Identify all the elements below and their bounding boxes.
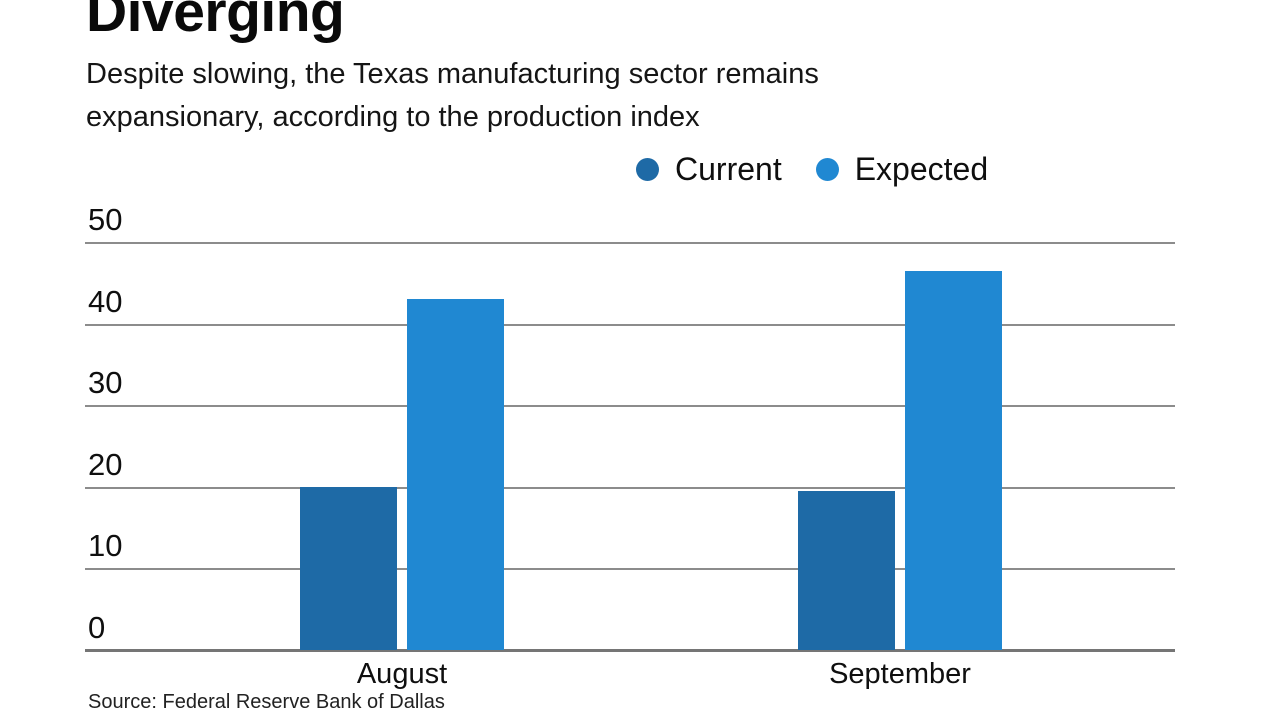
- bar-september-current: [798, 490, 895, 650]
- x-axis-label-august: August: [356, 658, 448, 690]
- y-axis-tick-20: 20: [88, 446, 123, 482]
- source-note: Source: Federal Reserve Bank of Dallas: [88, 691, 445, 713]
- legend-item-expected: Expected: [815, 151, 989, 188]
- chart-subtitle-line1: Despite slowing, the Texas manufacturing…: [86, 58, 819, 90]
- chart-title: Diverging: [86, 0, 345, 44]
- gridline-y-40: [85, 323, 1175, 326]
- legend-swatch-expected-icon: [815, 158, 839, 181]
- legend-item-current: Current: [636, 151, 782, 188]
- chart-legend: Current Expected: [636, 151, 988, 188]
- y-axis-tick-0: 0: [88, 610, 106, 645]
- gridline-y-20: [85, 486, 1175, 489]
- chart-subtitle: Despite slowing, the Texas manufacturing…: [86, 53, 819, 139]
- gridline-y-50: [85, 242, 1175, 244]
- bar-september-expected: [905, 270, 1002, 650]
- x-axis-label-september: September: [829, 658, 971, 690]
- gridline-y-30: [85, 405, 1175, 408]
- legend-swatch-current-icon: [636, 158, 659, 181]
- gridline-y-0: [85, 649, 1175, 652]
- gridline-y-10: [85, 568, 1175, 571]
- legend-label-expected: Expected: [854, 151, 989, 187]
- bar-august-current: [300, 486, 397, 650]
- y-axis-tick-50: 50: [88, 202, 123, 237]
- bar-august-expected: [407, 299, 504, 650]
- y-axis-tick-10: 10: [88, 528, 123, 564]
- chart-subtitle-line2: expansionary, according to the productio…: [86, 101, 700, 133]
- y-axis-tick-40: 40: [88, 283, 123, 319]
- y-axis-tick-30: 30: [88, 365, 123, 401]
- legend-label-current: Current: [675, 151, 782, 187]
